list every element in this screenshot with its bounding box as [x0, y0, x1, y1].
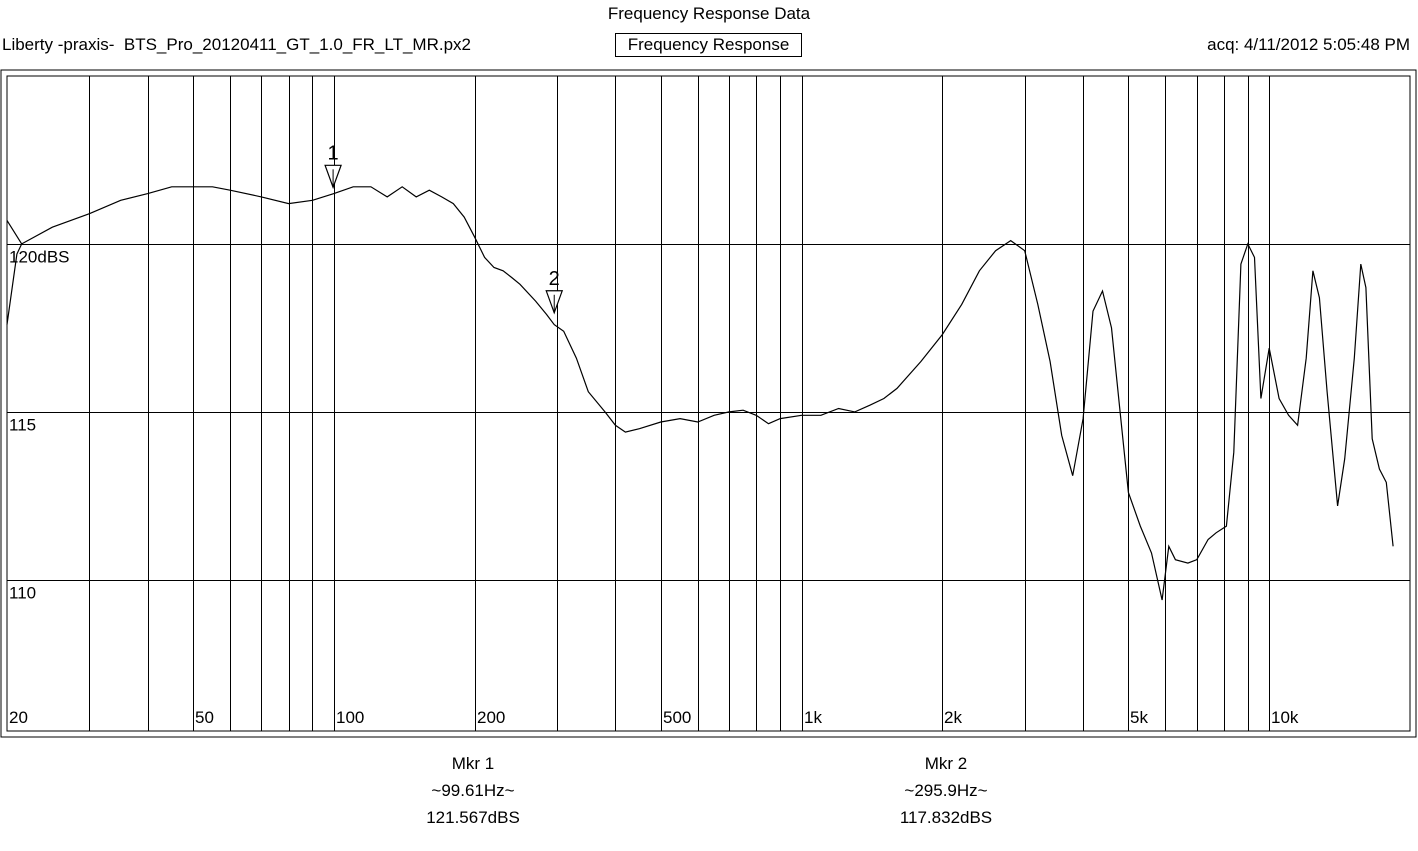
x-tick-label: 100: [336, 708, 364, 727]
y-tick-label: 110: [9, 584, 36, 603]
frequency-response-button[interactable]: Frequency Response: [615, 33, 802, 57]
acquisition-timestamp: acq: 4/11/2012 5:05:48 PM: [1207, 35, 1410, 54]
marker-2-readout: Mkr 2 ~295.9Hz~ 117.832dBS: [846, 750, 1046, 831]
plot-outer-frame: [0, 69, 1417, 738]
x-tick-label: 2k: [944, 708, 962, 727]
x-tick-label: 200: [477, 708, 505, 727]
marker-1-number: 1: [328, 142, 339, 164]
x-tick-label: 1k: [804, 708, 822, 727]
marker-1-readout: Mkr 1 ~99.61Hz~ 121.567dBS: [373, 750, 573, 831]
x-tick-label: 500: [663, 708, 691, 727]
x-tick-label: 10k: [1271, 708, 1299, 727]
y-tick-label: 115: [9, 416, 36, 435]
x-tick-label: 20: [9, 708, 28, 727]
marker-1-frequency: ~99.61Hz~: [431, 781, 515, 800]
marker-1-label: Mkr 1: [451, 754, 495, 773]
tick-labels: 120dBS 115 110 20 50 100 200 500 1k 2k 5k 10k: [9, 248, 1299, 728]
y-tick-label: 120dBS: [9, 248, 70, 267]
marker-2-frequency: ~295.9Hz~: [904, 781, 988, 800]
marker-2-level: 117.832dBS: [899, 808, 993, 827]
marker-2-number: 2: [549, 268, 560, 290]
marker-flags: 12: [324, 142, 564, 315]
marker-1-level: 121.567dBS: [426, 808, 520, 827]
response-curve: [6, 186, 1394, 601]
grid-lines: [7, 76, 1410, 731]
x-tick-label: 50: [195, 708, 214, 727]
file-label: Liberty -praxis- BTS_Pro_20120411_GT_1.0…: [2, 35, 471, 54]
marker-2-label: Mkr 2: [924, 754, 968, 773]
x-tick-label: 5k: [1130, 708, 1148, 727]
chart-title: Frequency Response Data: [607, 4, 811, 23]
plot-inner-frame: [6, 75, 1411, 732]
